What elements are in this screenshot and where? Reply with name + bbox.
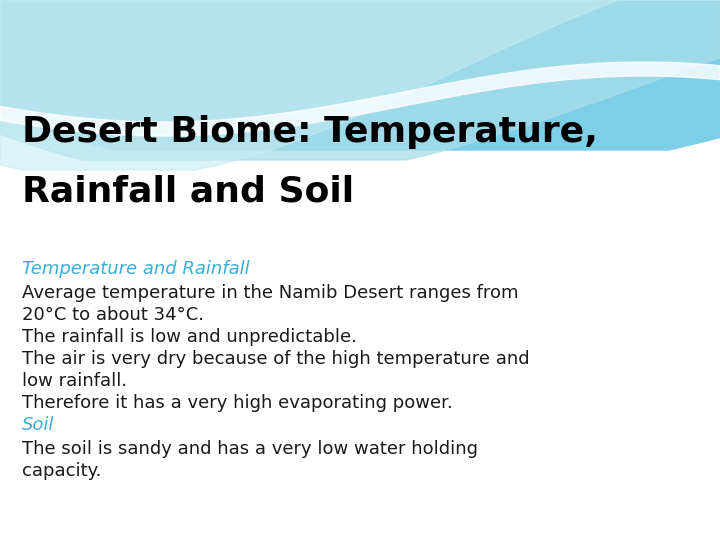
Text: Soil: Soil [22, 416, 55, 434]
Text: Rainfall and Soil: Rainfall and Soil [22, 175, 354, 209]
Text: The soil is sandy and has a very low water holding: The soil is sandy and has a very low wat… [22, 440, 478, 458]
Text: capacity.: capacity. [22, 462, 102, 480]
Text: low rainfall.: low rainfall. [22, 372, 127, 390]
Text: 20°C to about 34°C.: 20°C to about 34°C. [22, 306, 204, 324]
Text: The air is very dry because of the high temperature and: The air is very dry because of the high … [22, 350, 530, 368]
Text: Therefore it has a very high evaporating power.: Therefore it has a very high evaporating… [22, 394, 453, 412]
Text: The rainfall is low and unpredictable.: The rainfall is low and unpredictable. [22, 328, 357, 346]
Text: Desert Biome: Temperature,: Desert Biome: Temperature, [22, 115, 598, 149]
Text: Temperature and Rainfall: Temperature and Rainfall [22, 260, 250, 278]
Text: Average temperature in the Namib Desert ranges from: Average temperature in the Namib Desert … [22, 284, 518, 302]
